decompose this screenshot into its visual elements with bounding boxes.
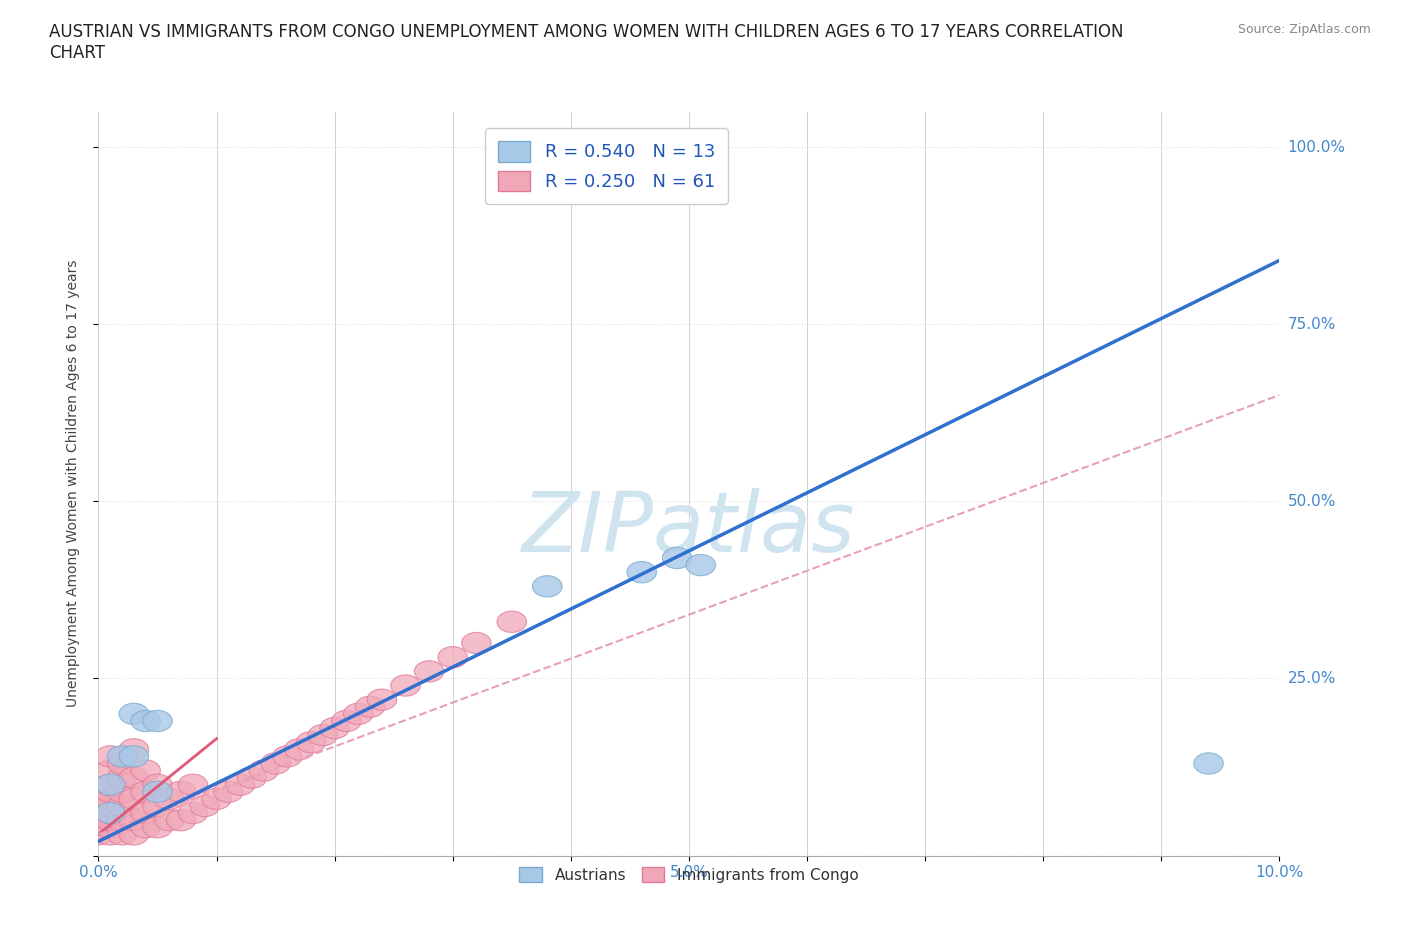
Ellipse shape — [391, 675, 420, 697]
Ellipse shape — [107, 767, 136, 789]
Text: Source: ZipAtlas.com: Source: ZipAtlas.com — [1237, 23, 1371, 36]
Ellipse shape — [214, 781, 243, 803]
Ellipse shape — [461, 632, 491, 654]
Ellipse shape — [96, 824, 125, 845]
Ellipse shape — [143, 711, 173, 732]
Ellipse shape — [96, 809, 125, 830]
Ellipse shape — [155, 789, 184, 809]
Ellipse shape — [84, 789, 114, 809]
Ellipse shape — [284, 738, 314, 760]
Ellipse shape — [415, 660, 444, 682]
Ellipse shape — [96, 803, 125, 824]
Ellipse shape — [190, 795, 219, 817]
Text: ZIPatlas: ZIPatlas — [522, 487, 856, 569]
Ellipse shape — [166, 809, 195, 830]
Ellipse shape — [143, 774, 173, 795]
Text: 50.0%: 50.0% — [1288, 494, 1336, 509]
Ellipse shape — [96, 760, 125, 781]
Ellipse shape — [96, 746, 125, 767]
Ellipse shape — [96, 781, 125, 803]
Ellipse shape — [131, 803, 160, 824]
Ellipse shape — [120, 789, 149, 809]
Ellipse shape — [166, 781, 195, 803]
Ellipse shape — [356, 697, 385, 717]
Ellipse shape — [131, 817, 160, 838]
Ellipse shape — [179, 774, 208, 795]
Ellipse shape — [120, 824, 149, 845]
Ellipse shape — [84, 803, 114, 824]
Ellipse shape — [131, 781, 160, 803]
Text: 75.0%: 75.0% — [1288, 317, 1336, 332]
Ellipse shape — [343, 703, 373, 724]
Ellipse shape — [120, 767, 149, 789]
Ellipse shape — [238, 767, 267, 789]
Ellipse shape — [225, 774, 254, 795]
Ellipse shape — [107, 824, 136, 845]
Ellipse shape — [96, 789, 125, 809]
Ellipse shape — [84, 824, 114, 845]
Ellipse shape — [533, 576, 562, 597]
Ellipse shape — [308, 724, 337, 746]
Y-axis label: Unemployment Among Women with Children Ages 6 to 17 years: Unemployment Among Women with Children A… — [66, 259, 80, 708]
Ellipse shape — [686, 554, 716, 576]
Ellipse shape — [96, 774, 125, 795]
Ellipse shape — [96, 795, 125, 817]
Ellipse shape — [143, 781, 173, 803]
Ellipse shape — [202, 789, 232, 809]
Ellipse shape — [1194, 753, 1223, 774]
Ellipse shape — [120, 703, 149, 724]
Ellipse shape — [84, 795, 114, 817]
Ellipse shape — [107, 809, 136, 830]
Ellipse shape — [249, 760, 278, 781]
Ellipse shape — [84, 817, 114, 838]
Ellipse shape — [107, 781, 136, 803]
Ellipse shape — [107, 746, 136, 767]
Ellipse shape — [627, 562, 657, 583]
Ellipse shape — [120, 746, 149, 767]
Ellipse shape — [120, 809, 149, 830]
Ellipse shape — [321, 717, 350, 738]
Ellipse shape — [107, 795, 136, 817]
Ellipse shape — [439, 646, 467, 668]
Legend: Austrians, Immigrants from Congo: Austrians, Immigrants from Congo — [513, 860, 865, 889]
Ellipse shape — [131, 760, 160, 781]
Ellipse shape — [498, 611, 527, 632]
Ellipse shape — [273, 746, 302, 767]
Ellipse shape — [96, 803, 125, 824]
Ellipse shape — [96, 774, 125, 795]
Ellipse shape — [120, 738, 149, 760]
Ellipse shape — [262, 753, 291, 774]
Ellipse shape — [84, 809, 114, 830]
Ellipse shape — [96, 817, 125, 838]
Ellipse shape — [662, 548, 692, 568]
Ellipse shape — [297, 732, 326, 753]
Ellipse shape — [332, 711, 361, 732]
Ellipse shape — [155, 809, 184, 830]
Text: 100.0%: 100.0% — [1288, 140, 1346, 154]
Ellipse shape — [367, 689, 396, 711]
Ellipse shape — [131, 711, 160, 732]
Ellipse shape — [107, 753, 136, 774]
Ellipse shape — [143, 817, 173, 838]
Ellipse shape — [179, 803, 208, 824]
Text: 25.0%: 25.0% — [1288, 671, 1336, 686]
Ellipse shape — [143, 795, 173, 817]
Text: AUSTRIAN VS IMMIGRANTS FROM CONGO UNEMPLOYMENT AMONG WOMEN WITH CHILDREN AGES 6 : AUSTRIAN VS IMMIGRANTS FROM CONGO UNEMPL… — [49, 23, 1123, 62]
